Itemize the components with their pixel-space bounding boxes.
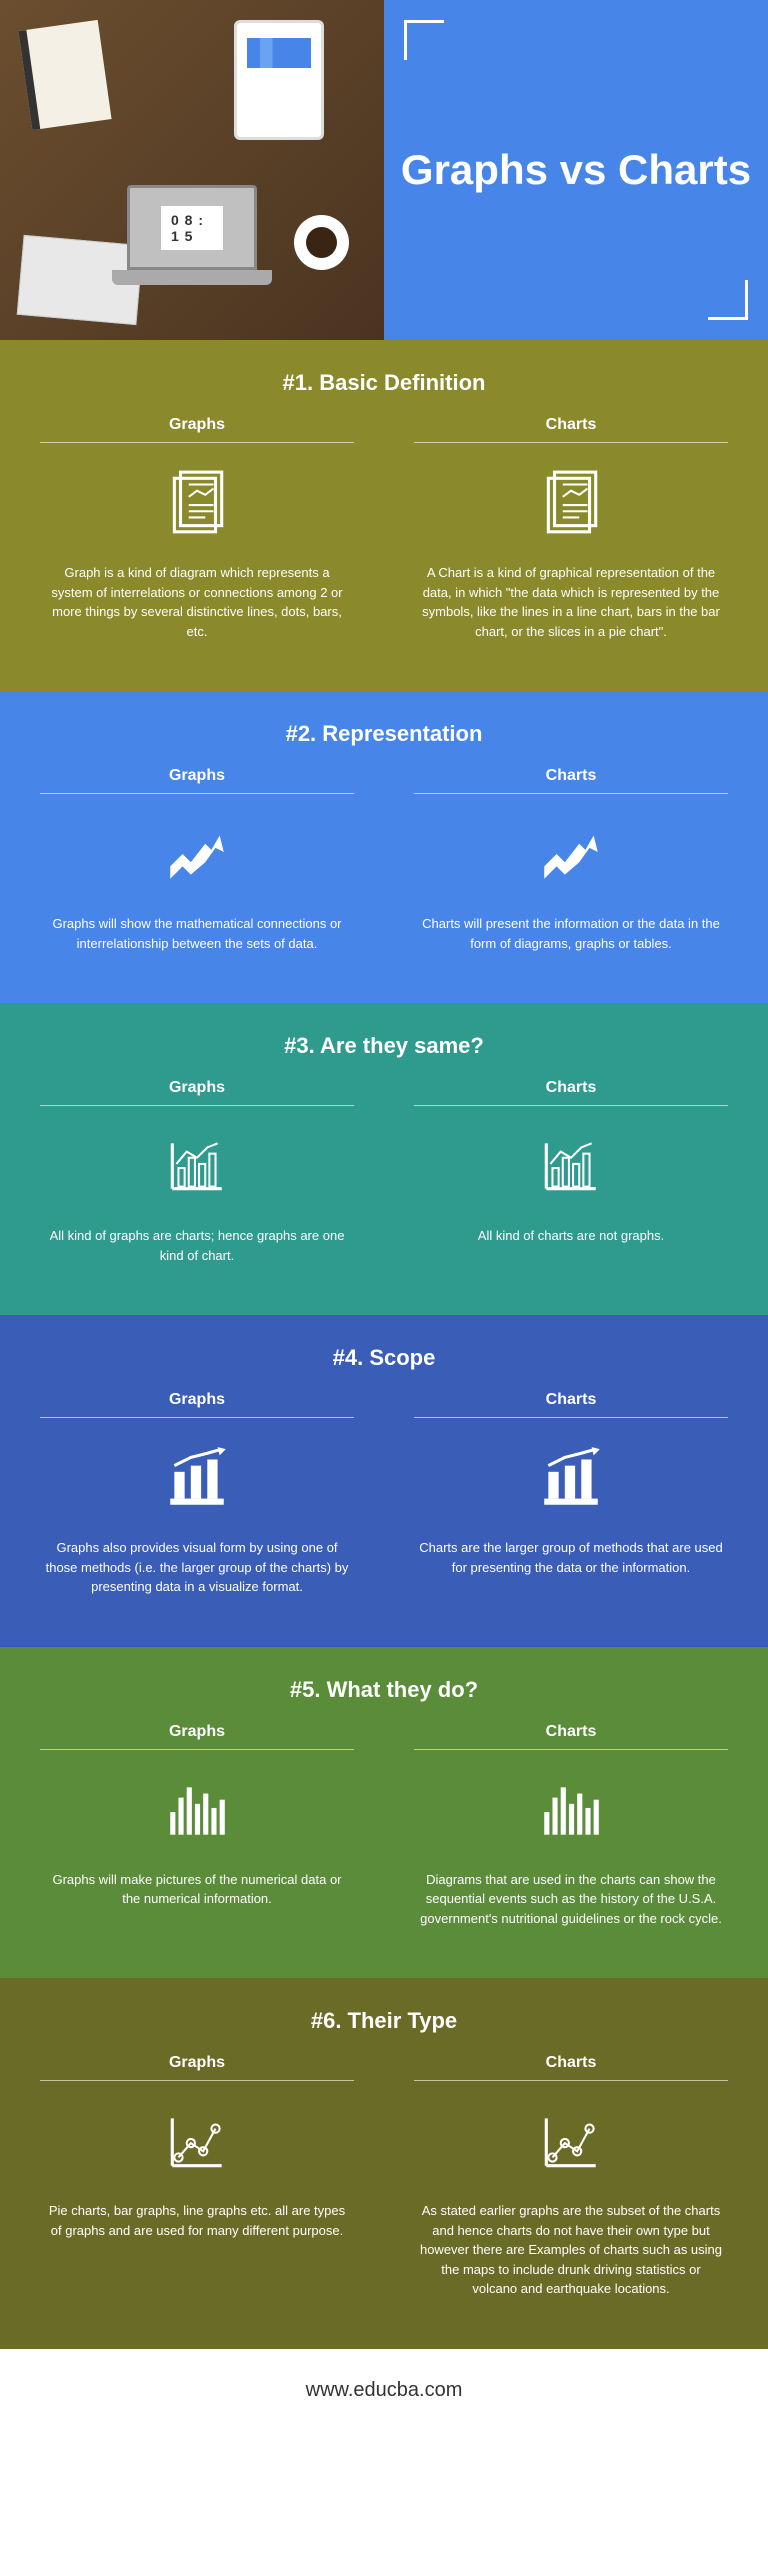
hero-title-panel: Graphs vs Charts <box>384 0 768 340</box>
document-icon <box>40 458 354 548</box>
barchart-icon <box>40 1121 354 1211</box>
pillars-icon <box>40 1433 354 1523</box>
col-charts: Charts As stated earlier graphs are the … <box>414 2054 728 2299</box>
graphs-text: Graphs also provides visual form by usin… <box>40 1538 354 1597</box>
col-charts: Charts Charts will present the informati… <box>414 767 728 953</box>
col-graphs: Graphs Graphs will show the mathematical… <box>40 767 354 953</box>
charts-text: Charts will present the information or t… <box>414 914 728 953</box>
charts-text: All kind of charts are not graphs. <box>414 1226 728 1246</box>
col-graphs: Graphs Pie charts, bar graphs, line grap… <box>40 2054 354 2299</box>
section-2: #2. Representation Graphs Graphs will sh… <box>0 691 768 1003</box>
col-graphs: Graphs Graphs also provides visual form … <box>40 1391 354 1597</box>
arrow-icon <box>414 809 728 899</box>
linechart-icon <box>414 2096 728 2186</box>
pillars-icon <box>414 1433 728 1523</box>
col-head-charts: Charts <box>414 1079 728 1106</box>
arrow-icon <box>40 809 354 899</box>
footer-url: www.educba.com <box>306 2379 463 2401</box>
col-charts: Charts All kind of charts are not graphs… <box>414 1079 728 1265</box>
graphs-text: Graphs will make pictures of the numeric… <box>40 1870 354 1909</box>
section-title: #2. Representation <box>40 721 728 747</box>
graphs-text: Graphs will show the mathematical connec… <box>40 914 354 953</box>
section-6: #6. Their Type Graphs Pie charts, bar gr… <box>0 1978 768 2349</box>
section-5: #5. What they do? Graphs Graphs will mak… <box>0 1647 768 1979</box>
section-title: #4. Scope <box>40 1345 728 1371</box>
col-head-charts: Charts <box>414 767 728 794</box>
section-1: #1. Basic Definition Graphs Graph is a k… <box>0 340 768 691</box>
footer: www.educba.com <box>0 2349 768 2432</box>
section-title: #6. Their Type <box>40 2008 728 2034</box>
col-head-charts: Charts <box>414 1723 728 1750</box>
graphs-text: Graph is a kind of diagram which represe… <box>40 563 354 641</box>
charts-text: A Chart is a kind of graphical represent… <box>414 563 728 641</box>
bars-icon <box>414 1765 728 1855</box>
col-charts: Charts Charts are the larger group of me… <box>414 1391 728 1597</box>
hero: Graphs vs Charts <box>0 0 768 340</box>
col-charts: Charts Diagrams that are used in the cha… <box>414 1723 728 1929</box>
section-3: #3. Are they same? Graphs All kind of gr… <box>0 1003 768 1315</box>
col-graphs: Graphs All kind of graphs are charts; he… <box>40 1079 354 1265</box>
charts-text: Diagrams that are used in the charts can… <box>414 1870 728 1929</box>
col-head-graphs: Graphs <box>40 416 354 443</box>
charts-text: As stated earlier graphs are the subset … <box>414 2201 728 2299</box>
col-head-charts: Charts <box>414 2054 728 2081</box>
col-head-graphs: Graphs <box>40 1391 354 1418</box>
section-4: #4. Scope Graphs Graphs also provides vi… <box>0 1315 768 1647</box>
barchart-icon <box>414 1121 728 1211</box>
section-title: #5. What they do? <box>40 1677 728 1703</box>
col-graphs: Graphs Graph is a kind of diagram which … <box>40 416 354 641</box>
col-graphs: Graphs Graphs will make pictures of the … <box>40 1723 354 1929</box>
section-title: #3. Are they same? <box>40 1033 728 1059</box>
col-charts: Charts A Chart is a kind of graphical re… <box>414 416 728 641</box>
linechart-icon <box>40 2096 354 2186</box>
col-head-graphs: Graphs <box>40 1079 354 1106</box>
graphs-text: All kind of graphs are charts; hence gra… <box>40 1226 354 1265</box>
col-head-graphs: Graphs <box>40 767 354 794</box>
col-head-charts: Charts <box>414 1391 728 1418</box>
col-head-charts: Charts <box>414 416 728 443</box>
page-title: Graphs vs Charts <box>401 145 751 195</box>
hero-image <box>0 0 384 340</box>
graphs-text: Pie charts, bar graphs, line graphs etc.… <box>40 2201 354 2240</box>
col-head-graphs: Graphs <box>40 1723 354 1750</box>
bars-icon <box>40 1765 354 1855</box>
document-icon <box>414 458 728 548</box>
charts-text: Charts are the larger group of methods t… <box>414 1538 728 1577</box>
col-head-graphs: Graphs <box>40 2054 354 2081</box>
section-title: #1. Basic Definition <box>40 370 728 396</box>
